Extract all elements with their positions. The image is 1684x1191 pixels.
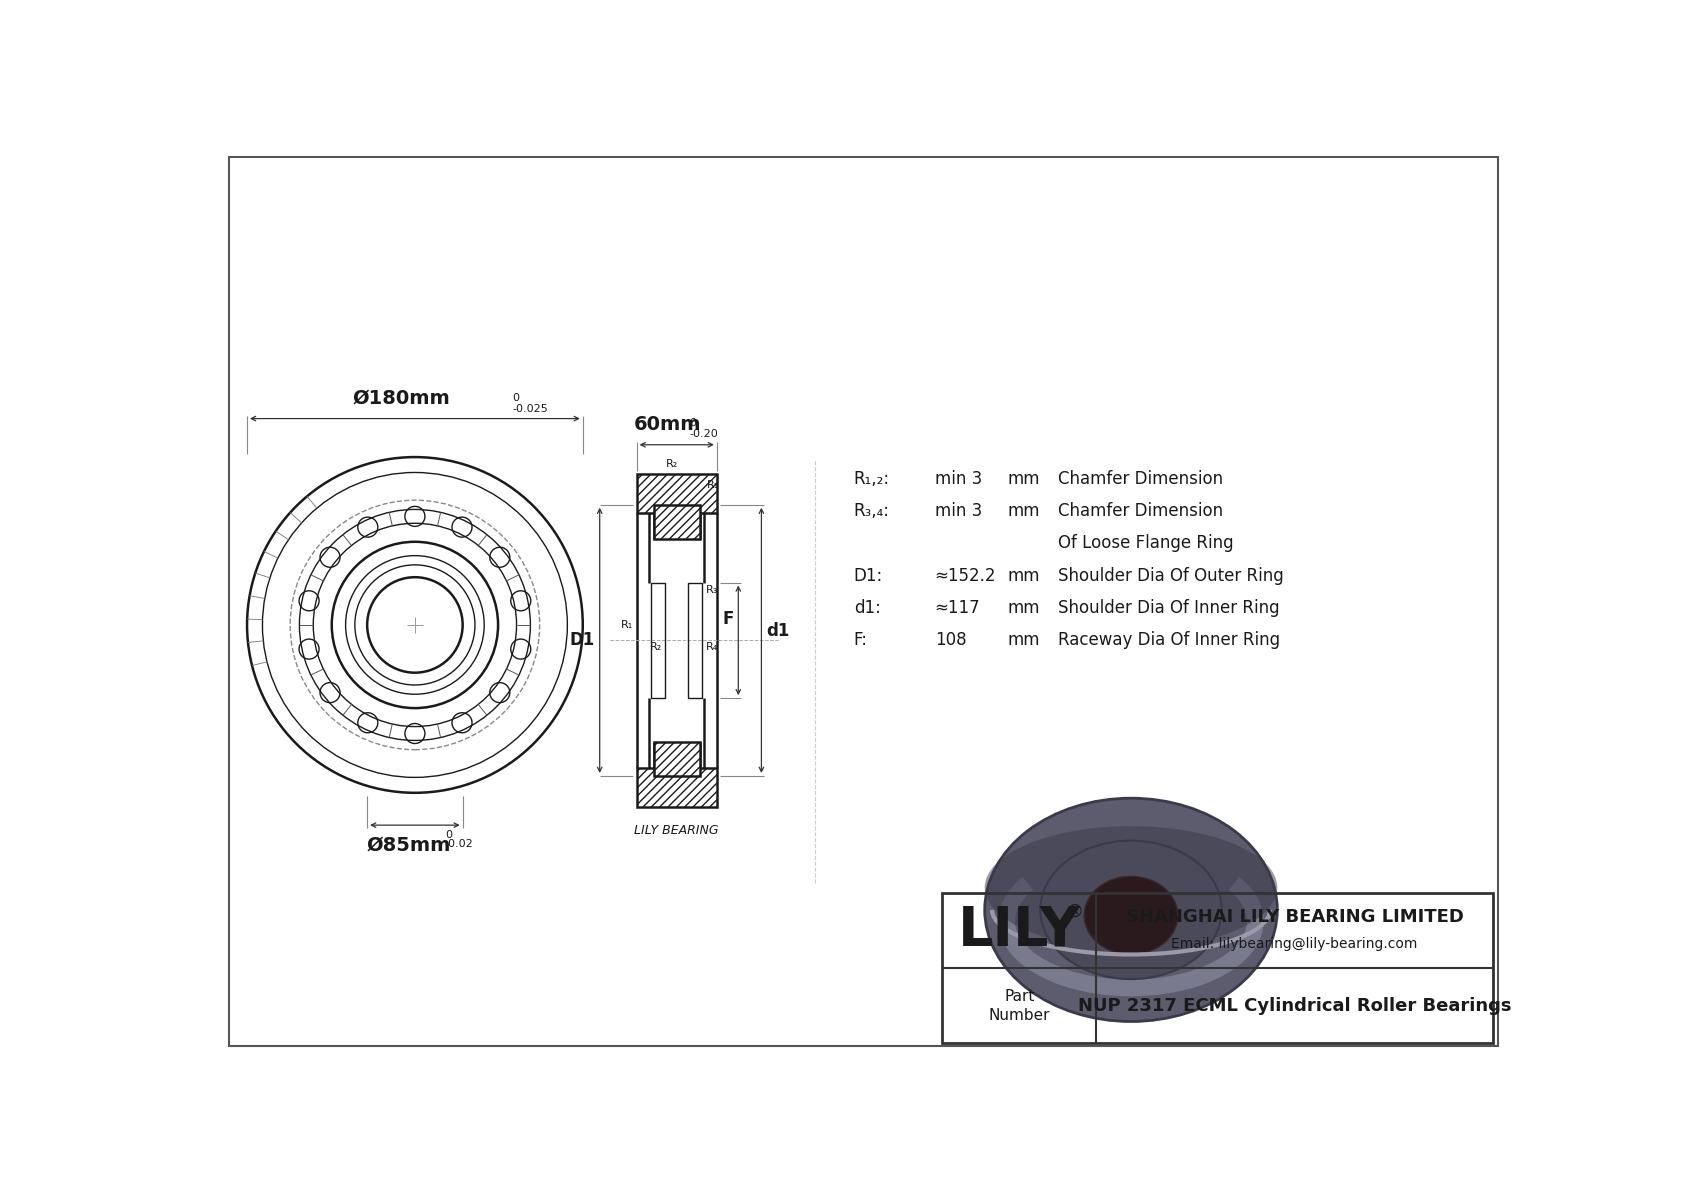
Text: R₂: R₂ [650, 642, 662, 651]
Text: Shoulder Dia Of Outer Ring: Shoulder Dia Of Outer Ring [1058, 567, 1283, 585]
Text: min 3: min 3 [935, 501, 982, 520]
Text: D1:: D1: [854, 567, 882, 585]
Text: 108: 108 [935, 631, 967, 649]
Text: mm: mm [1007, 567, 1041, 585]
Bar [943, 893, 1494, 1043]
Bar [637, 474, 717, 512]
Text: Email: lilybearing@lily-bearing.com: Email: lilybearing@lily-bearing.com [1172, 937, 1418, 952]
Text: Part
Number: Part Number [989, 989, 1051, 1023]
Bar [653, 742, 701, 775]
Ellipse shape [985, 827, 1276, 949]
Text: Shoulder Dia Of Inner Ring: Shoulder Dia Of Inner Ring [1058, 599, 1280, 617]
Bar [689, 582, 702, 698]
Text: LILY BEARING: LILY BEARING [635, 824, 719, 836]
Ellipse shape [1041, 841, 1221, 979]
Text: -0.02: -0.02 [445, 838, 473, 849]
Text: 0: 0 [512, 393, 520, 404]
Text: Ø85mm: Ø85mm [367, 836, 451, 855]
Text: mm: mm [1007, 631, 1041, 649]
Text: 60mm: 60mm [633, 414, 701, 434]
Text: R₄: R₄ [706, 642, 717, 651]
Text: mm: mm [1007, 469, 1041, 487]
Ellipse shape [1084, 877, 1177, 954]
Ellipse shape [985, 798, 1276, 1022]
Text: 0: 0 [689, 418, 695, 428]
Text: Chamfer Dimension: Chamfer Dimension [1058, 469, 1223, 487]
Text: R₃,₄:: R₃,₄: [854, 501, 889, 520]
Text: ≈152.2: ≈152.2 [935, 567, 997, 585]
Text: mm: mm [1007, 501, 1041, 520]
Text: R₃: R₃ [706, 585, 719, 596]
Text: SHANGHAI LILY BEARING LIMITED: SHANGHAI LILY BEARING LIMITED [1125, 908, 1463, 925]
Text: R₁,₂:: R₁,₂: [854, 469, 889, 487]
Text: d1: d1 [766, 622, 790, 640]
Text: Ø180mm: Ø180mm [352, 388, 450, 407]
Text: ®: ® [1066, 903, 1084, 921]
Bar [652, 582, 665, 698]
Bar [637, 768, 717, 806]
Text: -0.025: -0.025 [512, 404, 549, 414]
Text: ≈117: ≈117 [935, 599, 980, 617]
Text: R₂: R₂ [665, 460, 679, 469]
Text: 0: 0 [445, 830, 451, 840]
Text: Of Loose Flange Ring: Of Loose Flange Ring [1058, 535, 1233, 553]
Text: d1:: d1: [854, 599, 881, 617]
Bar [653, 505, 701, 538]
Text: LILY: LILY [958, 904, 1081, 958]
Text: R₁: R₁ [621, 621, 633, 630]
Text: F:: F: [854, 631, 867, 649]
Text: Raceway Dia Of Inner Ring: Raceway Dia Of Inner Ring [1058, 631, 1280, 649]
Text: Chamfer Dimension: Chamfer Dimension [1058, 501, 1223, 520]
Text: F: F [722, 610, 734, 628]
Text: -0.20: -0.20 [689, 429, 717, 438]
Text: min 3: min 3 [935, 469, 982, 487]
Text: NUP 2317 ECML Cylindrical Roller Bearings: NUP 2317 ECML Cylindrical Roller Bearing… [1078, 997, 1511, 1015]
Text: D1: D1 [569, 631, 594, 649]
Text: R₁: R₁ [707, 480, 719, 490]
Text: mm: mm [1007, 599, 1041, 617]
